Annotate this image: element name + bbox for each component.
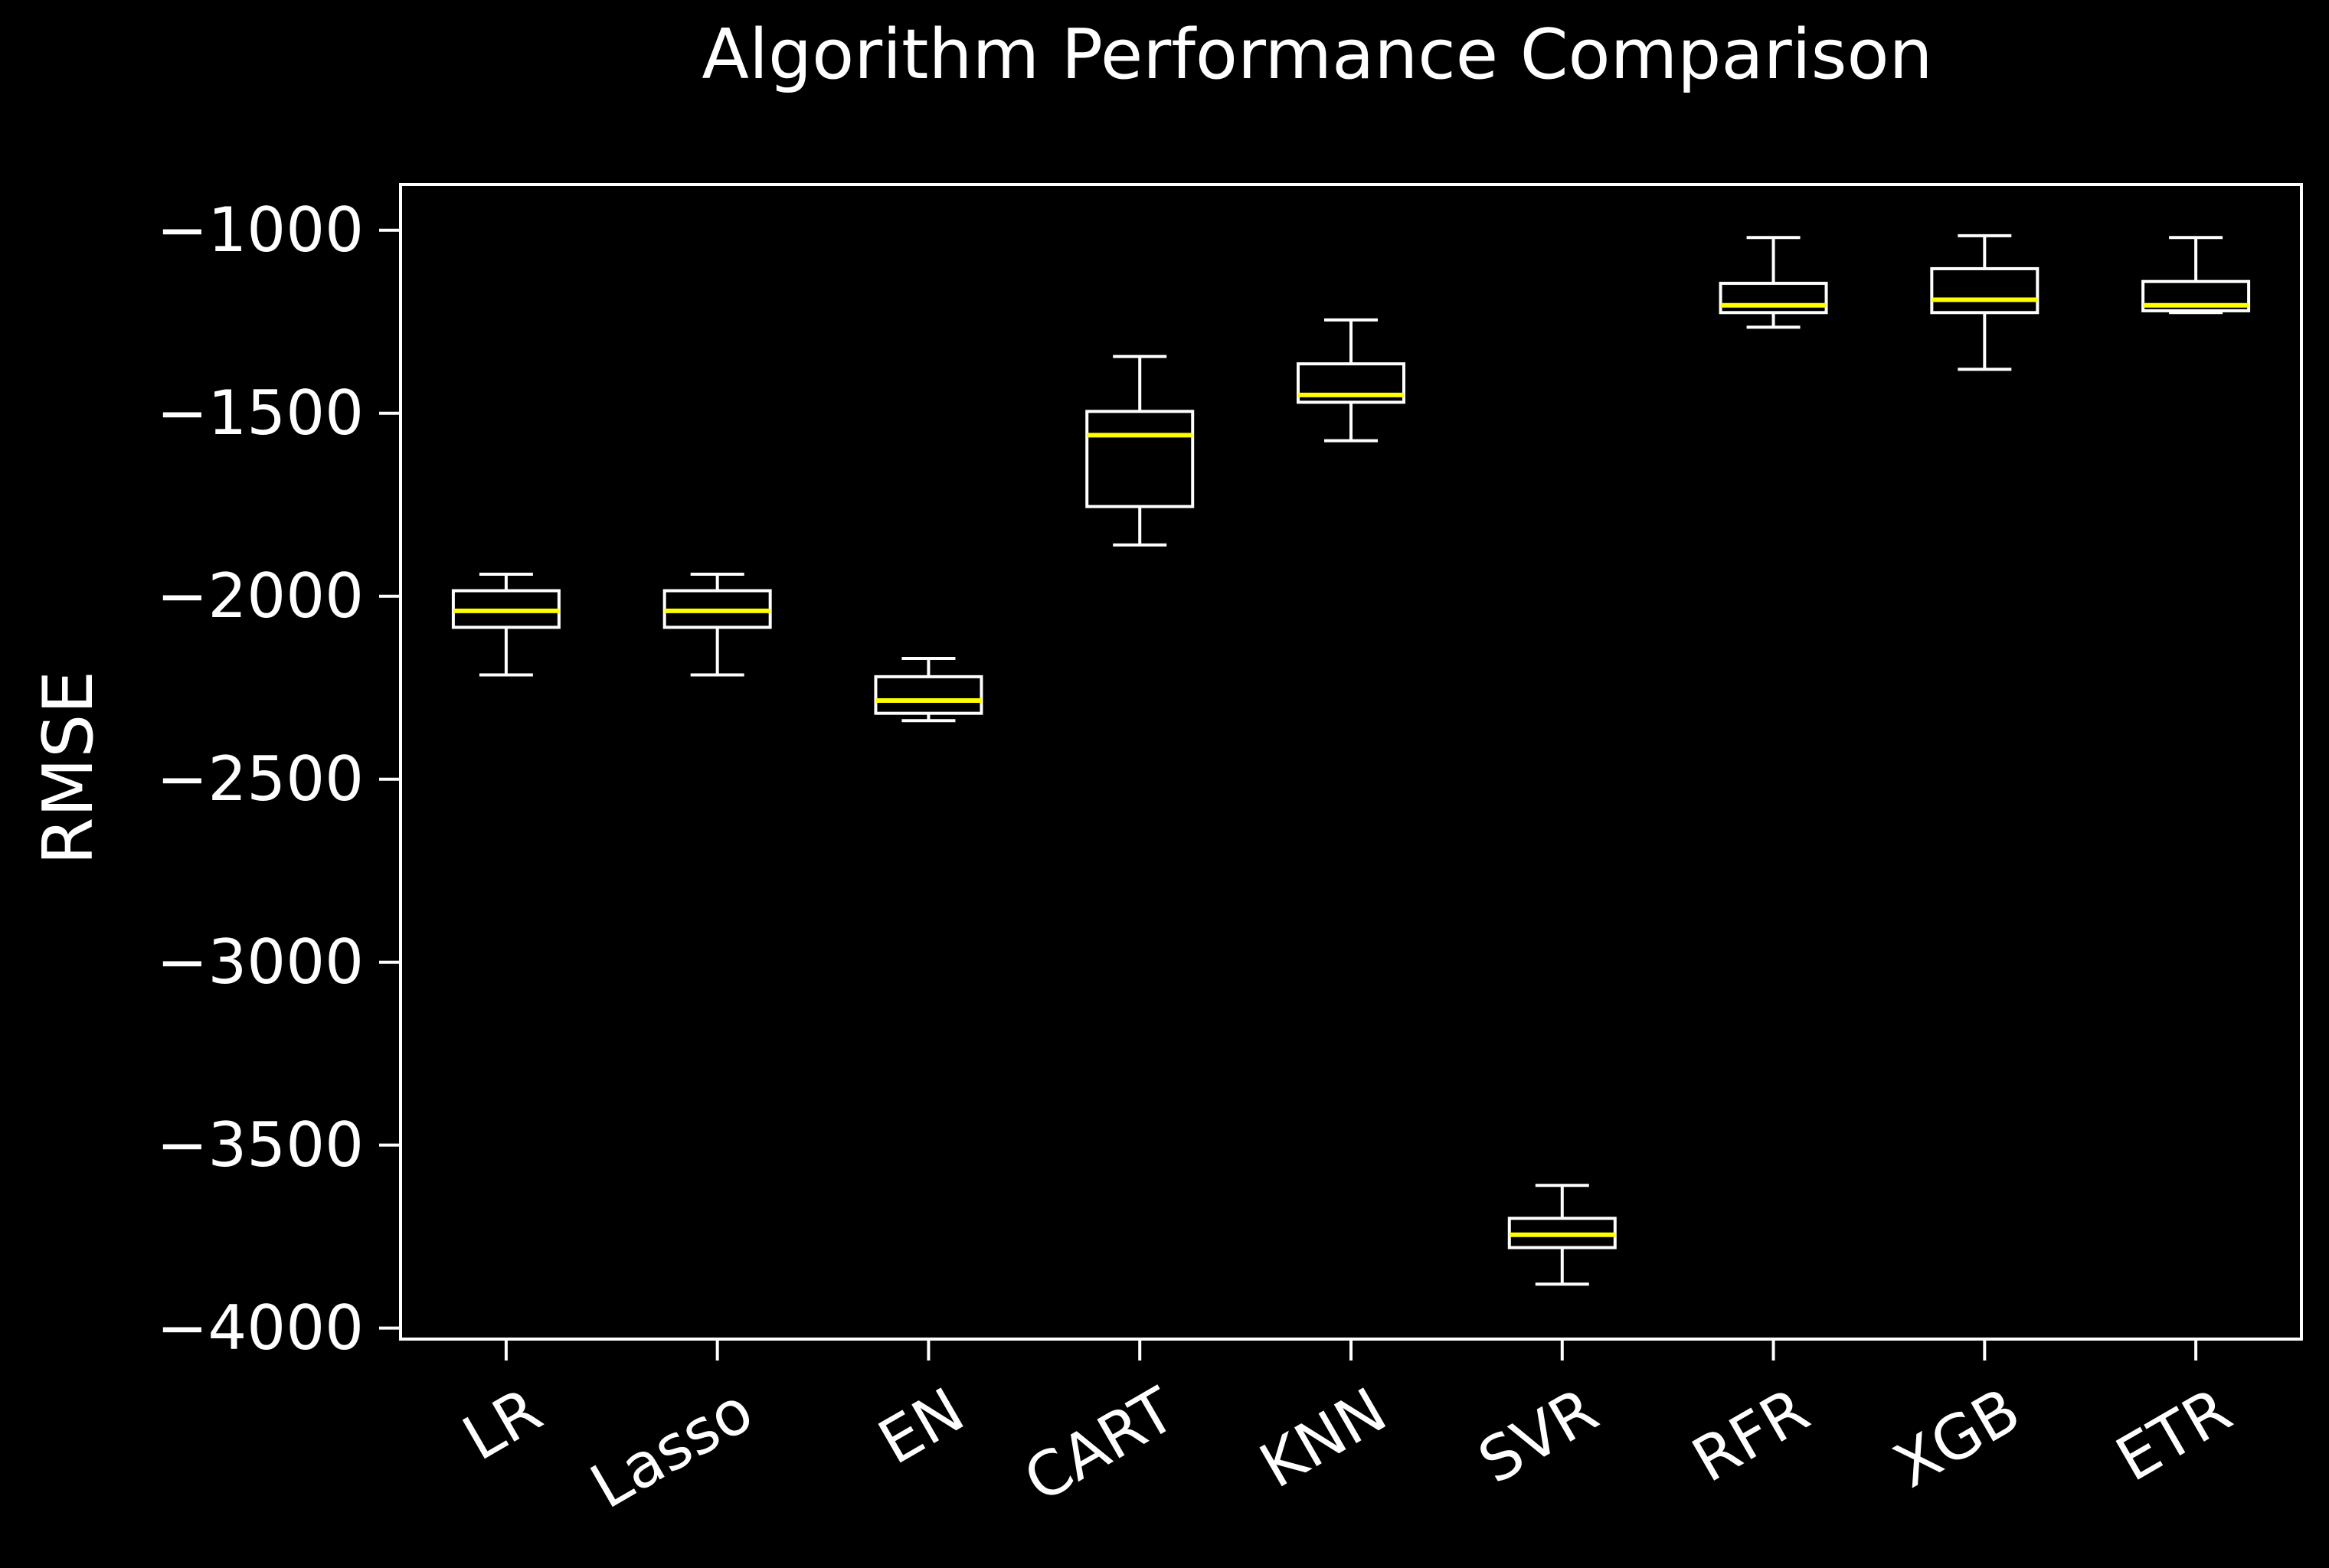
x-tick-label-cart: CART — [1012, 1374, 1188, 1516]
y-tick-label: −2000 — [156, 560, 364, 632]
box-svr — [1507, 1184, 1617, 1286]
iqr-box — [874, 675, 983, 715]
x-tick-label-knn: KNN — [1248, 1374, 1398, 1502]
x-tick-label-xgb: XGB — [1882, 1374, 2032, 1501]
y-tick-label: −2500 — [156, 743, 364, 815]
x-tick-label-en: EN — [867, 1374, 976, 1478]
iqr-box — [2141, 279, 2251, 312]
iqr-box — [1085, 410, 1195, 508]
y-tick-label: −3500 — [156, 1109, 364, 1181]
box-en — [874, 656, 983, 723]
x-tick-label-lasso: Lasso — [579, 1374, 764, 1522]
x-tick-label-lr: LR — [451, 1374, 553, 1475]
box-cart — [1085, 354, 1195, 547]
x-axis-ticks: LR Lasso EN CART KNN SVR RFR XGB ETR — [451, 1339, 2243, 1522]
x-tick-label-rfr: RFR — [1680, 1374, 1820, 1496]
box-knn — [1297, 318, 1405, 443]
box-xgb — [1930, 234, 2040, 371]
box-rfr — [1719, 236, 1828, 329]
y-tick-label: −3000 — [156, 926, 364, 998]
box-series — [451, 234, 2251, 1286]
chart-title: Algorithm Performance Comparison — [702, 15, 1932, 95]
box-lr — [451, 573, 561, 677]
x-tick-label-svr: SVR — [1467, 1374, 1609, 1498]
y-tick-label: −1000 — [156, 194, 364, 266]
y-tick-label: −1500 — [156, 377, 364, 449]
box-lasso — [662, 573, 772, 677]
box-etr — [2141, 236, 2251, 315]
iqr-box — [1719, 282, 1828, 315]
iqr-box — [1297, 362, 1405, 404]
y-tick-label: −4000 — [156, 1292, 364, 1364]
y-axis-ticks: −1000 −1500 −2000 −2500 −3000 −3500 −4000 — [156, 194, 401, 1364]
x-tick-label-etr: ETR — [2105, 1374, 2243, 1495]
iqr-box — [1930, 266, 2040, 315]
y-axis-label: RMSE — [28, 671, 109, 865]
